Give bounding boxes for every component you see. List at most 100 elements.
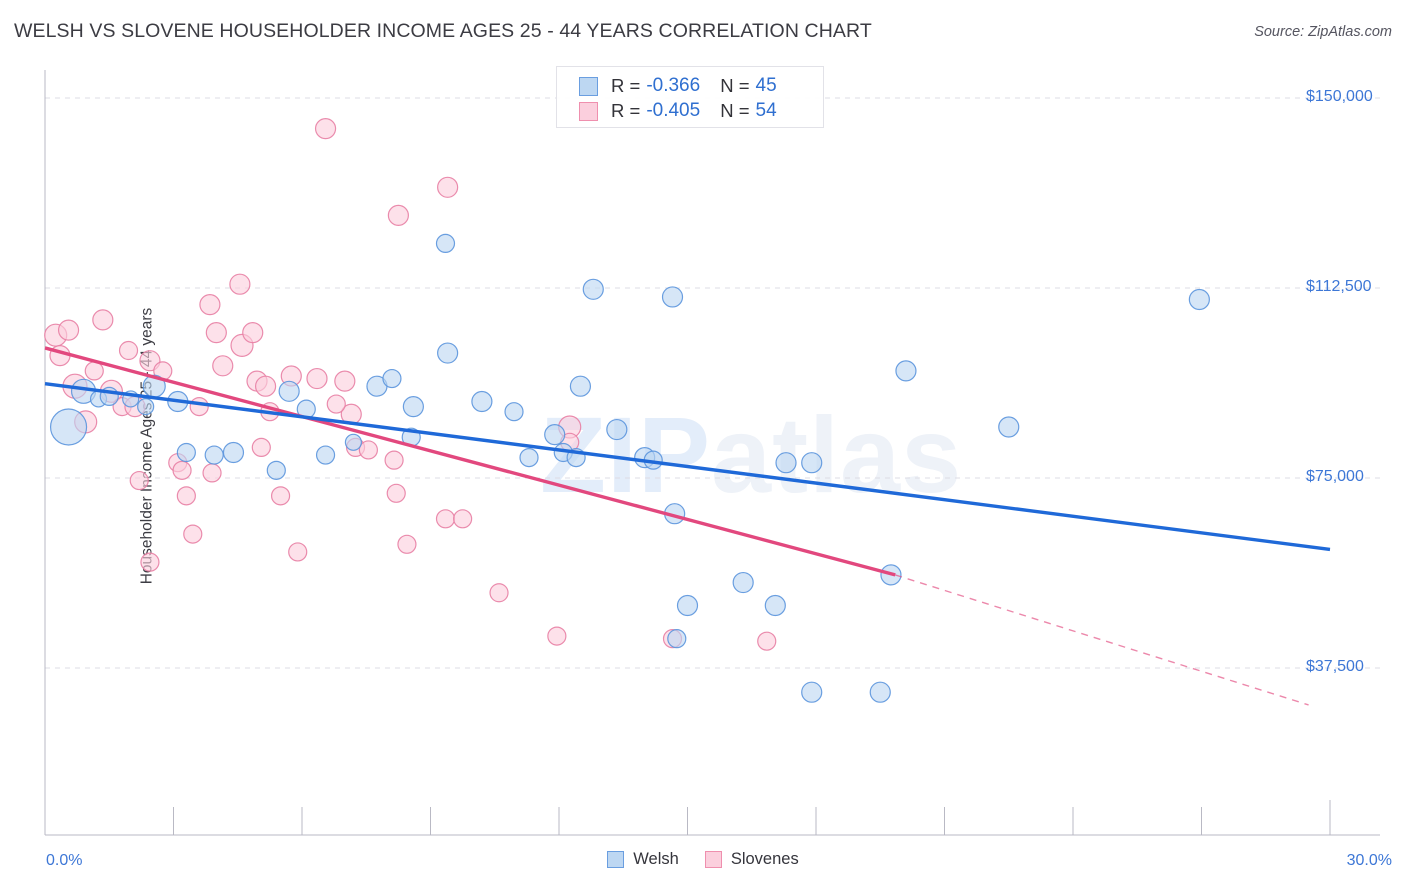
welsh-point-37[interactable] (732, 571, 754, 594)
y-tick-label-2: $75,000 (1306, 468, 1364, 485)
slovenes-point-12[interactable] (140, 552, 160, 572)
welsh-point-39[interactable] (775, 452, 797, 474)
slovenes-point-6[interactable] (92, 309, 114, 331)
welsh-r-value: -0.366 (646, 75, 701, 96)
x-axis-ticks (44, 800, 1331, 835)
welsh-legend-label: Welsh (633, 850, 679, 868)
welsh-point-20[interactable] (437, 342, 459, 364)
slovenes-point-36[interactable] (387, 204, 409, 226)
slovenes-trend-line (44, 346, 896, 577)
welsh-point-25[interactable] (544, 424, 566, 446)
welsh-point-22[interactable] (471, 390, 493, 413)
welsh-point-38[interactable] (764, 594, 786, 617)
slovenes-point-21[interactable] (229, 273, 251, 295)
trend-line-group (44, 346, 1331, 706)
welsh-point-46[interactable] (1188, 288, 1210, 311)
correlation-stats-legend: R = -0.366 N = 45 R = -0.405 N = 54 (556, 66, 824, 128)
welsh-point-0[interactable] (49, 408, 88, 446)
slovenes-r-value: -0.405 (646, 100, 701, 121)
welsh-trend-line (44, 381, 1331, 552)
slovenes-point-15[interactable] (176, 486, 196, 506)
welsh-point-45[interactable] (998, 416, 1020, 438)
slovenes-point-14[interactable] (172, 460, 192, 480)
welsh-point-8[interactable] (176, 442, 196, 463)
slovenes-point-52[interactable] (189, 397, 209, 417)
welsh-point-32[interactable] (661, 286, 684, 308)
slovenes-point-48[interactable] (757, 631, 777, 651)
welsh-point-9[interactable] (204, 445, 224, 465)
slovenes-r-label: R = (611, 100, 641, 121)
slovenes-point-5[interactable] (84, 361, 104, 381)
welsh-point-11[interactable] (266, 460, 286, 480)
axis-lines (44, 70, 1380, 836)
slovenes-point-29[interactable] (288, 542, 308, 562)
welsh-point-21[interactable] (402, 396, 424, 418)
y-tick-label-1: $112,500 (1306, 278, 1372, 295)
slovenes-point-25[interactable] (254, 375, 277, 397)
slovenes-n-label: N = (720, 100, 750, 121)
slovenes-point-16[interactable] (183, 524, 203, 544)
welsh-point-41[interactable] (801, 681, 823, 703)
welsh-point-30[interactable] (606, 418, 628, 441)
welsh-point-group[interactable] (49, 233, 1210, 703)
slovenes-n-value: 54 (755, 100, 777, 121)
welsh-point-12[interactable] (278, 380, 300, 402)
welsh-n-value: 45 (755, 75, 777, 96)
slovenes-point-43[interactable] (489, 583, 509, 603)
legend-row-welsh: R = -0.366 N = 45 (579, 73, 777, 99)
slovenes-point-18[interactable] (205, 322, 227, 344)
welsh-point-19[interactable] (435, 233, 456, 253)
welsh-point-44[interactable] (895, 360, 917, 382)
gridlines (45, 97, 1380, 669)
slovenes-legend-label: Slovenes (730, 850, 799, 868)
slovenes-point-30[interactable] (306, 367, 328, 390)
legend-item-slovenes[interactable]: Slovenes (704, 850, 799, 869)
slovenes-point-35[interactable] (358, 440, 378, 460)
welsh-n-label: N = (720, 75, 750, 96)
welsh-point-42[interactable] (869, 681, 891, 703)
welsh-point-28[interactable] (582, 278, 604, 300)
slovenes-point-17[interactable] (199, 294, 221, 316)
welsh-point-23[interactable] (504, 402, 524, 422)
slovenes-point-39[interactable] (397, 534, 417, 554)
source-attribution: Source: ZipAtlas.com (1254, 24, 1392, 40)
slovenes-trend-extension (895, 574, 1309, 706)
slovenes-point-37[interactable] (384, 450, 404, 470)
welsh-point-29[interactable] (569, 375, 592, 397)
welsh-point-36[interactable] (667, 629, 687, 649)
legend-item-welsh[interactable]: Welsh (607, 850, 679, 869)
slovenes-point-2[interactable] (57, 319, 80, 341)
slovenes-point-23[interactable] (242, 322, 264, 344)
page-title: WELSH VS SLOVENE HOUSEHOLDER INCOME AGES… (14, 20, 872, 42)
y-tick-label-0: $150,000 (1306, 88, 1373, 105)
slovenes-swatch-icon (579, 101, 598, 121)
welsh-point-14[interactable] (315, 445, 336, 465)
welsh-point-10[interactable] (222, 441, 245, 464)
slovenes-point-41[interactable] (435, 509, 456, 529)
slovenes-point-51[interactable] (326, 394, 346, 414)
welsh-point-40[interactable] (801, 452, 823, 474)
welsh-point-15[interactable] (344, 433, 362, 451)
slovenes-point-32[interactable] (334, 370, 356, 392)
welsh-point-24[interactable] (519, 448, 539, 468)
slovenes-point-38[interactable] (386, 483, 406, 503)
welsh-point-17[interactable] (382, 368, 402, 389)
x-axis-max-label: 30.0% (1346, 852, 1392, 869)
slovenes-point-31[interactable] (314, 118, 337, 140)
slovenes-point-11[interactable] (129, 470, 149, 491)
welsh-point-5[interactable] (137, 398, 155, 416)
slovenes-point-27[interactable] (270, 486, 291, 506)
slovenes-point-53[interactable] (251, 437, 271, 457)
slovenes-point-50[interactable] (118, 340, 139, 361)
welsh-legend-swatch-icon (607, 851, 625, 868)
y-tick-label-3: $37,500 (1306, 658, 1364, 675)
slovenes-point-42[interactable] (453, 509, 473, 529)
welsh-swatch-icon (579, 76, 598, 96)
slovenes-point-19[interactable] (212, 355, 234, 377)
slovenes-legend-swatch-icon (704, 851, 722, 868)
slovenes-point-40[interactable] (437, 176, 459, 198)
welsh-point-35[interactable] (676, 594, 699, 617)
slovenes-point-44[interactable] (547, 626, 567, 646)
slovenes-point-20[interactable] (202, 463, 222, 483)
